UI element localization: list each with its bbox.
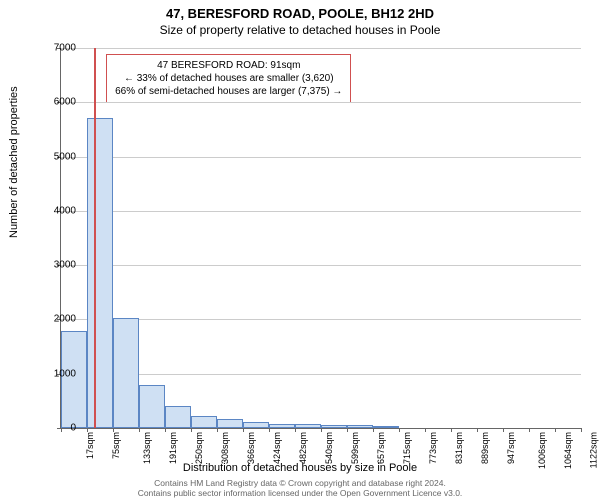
x-tick-label: 75sqm: [111, 432, 121, 459]
x-tick-label: 773sqm: [428, 432, 438, 464]
histogram-bar: [217, 419, 243, 428]
footer-line1: Contains HM Land Registry data © Crown c…: [0, 478, 600, 488]
gridline: [61, 157, 581, 158]
y-tick-label: 6000: [36, 97, 76, 108]
x-tickmark: [321, 428, 322, 432]
gridline: [61, 102, 581, 103]
y-tick-label: 4000: [36, 205, 76, 216]
x-tick-label: 1122sqm: [588, 432, 598, 468]
x-tickmark: [217, 428, 218, 432]
gridline: [61, 265, 581, 266]
histogram-bar: [295, 424, 321, 428]
x-tickmark: [529, 428, 530, 432]
x-tickmark: [347, 428, 348, 432]
x-tick-label: 250sqm: [194, 432, 204, 464]
x-tickmark: [451, 428, 452, 432]
histogram-bar: [191, 416, 217, 428]
x-tick-label: 482sqm: [298, 432, 308, 464]
x-tick-label: 1064sqm: [563, 432, 573, 469]
x-tickmark: [503, 428, 504, 432]
gridline: [61, 374, 581, 375]
marker-line: [94, 48, 96, 428]
x-tickmark: [269, 428, 270, 432]
x-tickmark: [477, 428, 478, 432]
footer-text: Contains HM Land Registry data © Crown c…: [0, 478, 600, 498]
x-tickmark: [373, 428, 374, 432]
x-tick-label: 191sqm: [168, 432, 178, 464]
gridline: [61, 48, 581, 49]
gridline: [61, 211, 581, 212]
gridline: [61, 319, 581, 320]
y-tick-label: 2000: [36, 314, 76, 325]
x-tick-label: 133sqm: [142, 432, 152, 464]
annotation-line1: 47 BERESFORD ROAD: 91sqm: [115, 59, 342, 72]
x-tickmark: [581, 428, 582, 432]
x-tick-label: 1006sqm: [537, 432, 547, 469]
x-tick-label: 715sqm: [402, 432, 412, 464]
x-tick-label: 831sqm: [454, 432, 464, 464]
histogram-bar: [269, 424, 295, 428]
histogram-bar: [373, 426, 399, 428]
y-tick-label: 0: [36, 423, 76, 434]
x-tick-label: 308sqm: [220, 432, 230, 464]
annotation-line2: ← 33% of detached houses are smaller (3,…: [115, 72, 342, 85]
histogram-bar: [243, 422, 269, 428]
x-tickmark: [295, 428, 296, 432]
x-tickmark: [165, 428, 166, 432]
y-axis-label: Number of detached properties: [8, 86, 20, 238]
annotation-line3: 66% of semi-detached houses are larger (…: [115, 85, 342, 98]
x-tick-label: 889sqm: [480, 432, 490, 464]
x-tick-label: 17sqm: [85, 432, 95, 459]
histogram-bar: [165, 406, 191, 428]
histogram-bar: [139, 385, 165, 428]
x-tick-label: 947sqm: [506, 432, 516, 464]
x-tickmark: [191, 428, 192, 432]
histogram-bar: [113, 318, 139, 428]
y-tick-label: 3000: [36, 260, 76, 271]
x-tick-label: 366sqm: [246, 432, 256, 464]
y-tick-label: 7000: [36, 43, 76, 54]
x-tick-label: 657sqm: [376, 432, 386, 464]
footer-line2: Contains public sector information licen…: [0, 488, 600, 498]
histogram-bar: [321, 425, 347, 428]
chart-container: 47, BERESFORD ROAD, POOLE, BH12 2HD Size…: [0, 0, 600, 500]
annotation-box: 47 BERESFORD ROAD: 91sqm ← 33% of detach…: [106, 54, 351, 103]
x-tickmark: [425, 428, 426, 432]
chart-subtitle: Size of property relative to detached ho…: [0, 21, 600, 37]
x-tickmark: [243, 428, 244, 432]
chart-title: 47, BERESFORD ROAD, POOLE, BH12 2HD: [0, 0, 600, 21]
x-tickmark: [399, 428, 400, 432]
histogram-bar: [87, 118, 113, 429]
x-tick-label: 599sqm: [350, 432, 360, 464]
histogram-bar: [347, 425, 373, 428]
x-tick-label: 540sqm: [324, 432, 334, 464]
histogram-bar: [61, 331, 87, 428]
x-tickmark: [555, 428, 556, 432]
x-tickmark: [139, 428, 140, 432]
plot-area: 47 BERESFORD ROAD: 91sqm ← 33% of detach…: [60, 48, 581, 429]
y-tick-label: 1000: [36, 368, 76, 379]
x-tick-label: 424sqm: [272, 432, 282, 464]
y-tick-label: 5000: [36, 151, 76, 162]
